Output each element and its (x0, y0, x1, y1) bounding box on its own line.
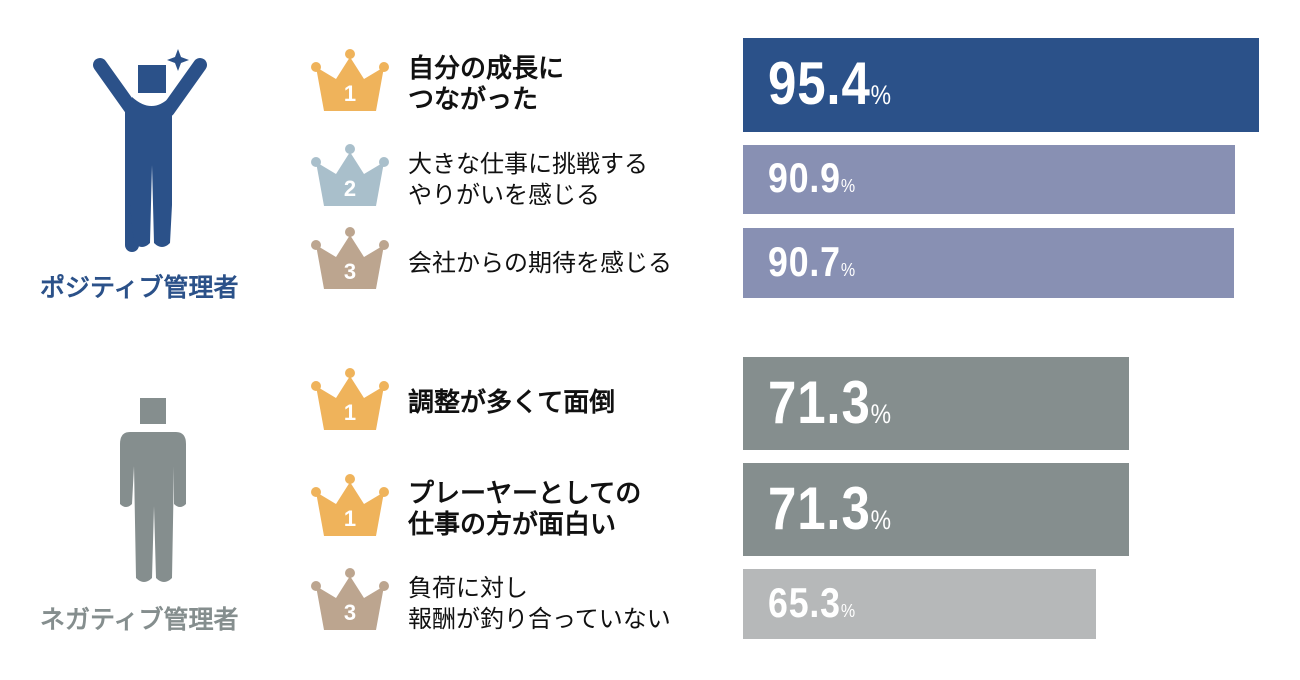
item-label: 負荷に対し 報酬が釣り合っていない (408, 574, 671, 633)
bar-value-label: 71.3% (768, 474, 892, 542)
bar: 71.3% (743, 357, 1129, 450)
item-label: 自分の成長に つながった (408, 54, 565, 115)
percent-sign: % (870, 504, 892, 535)
item-label: 調整が多くて面倒 (408, 388, 616, 418)
rank-number: 1 (344, 506, 356, 531)
bar-value-label: 90.9% (768, 154, 857, 202)
bar: 90.7% (743, 228, 1234, 298)
crown-rank-icon: 3 (311, 227, 389, 289)
group-label-positive: ポジティブ管理者 (40, 273, 239, 302)
percent-sign: % (870, 398, 892, 429)
bar-value-label: 95.4% (768, 50, 892, 117)
bar: 90.9% (743, 145, 1235, 214)
bar-value-label: 65.3% (768, 578, 857, 626)
rank-number: 3 (344, 600, 356, 625)
bar: 65.3% (743, 569, 1097, 639)
bar-value-label: 71.3% (768, 368, 892, 436)
percent-sign: % (870, 80, 892, 110)
rank-number: 1 (344, 81, 356, 106)
negative-manager-figure-icon (120, 398, 186, 582)
bar: 95.4% (743, 38, 1260, 132)
rank-number: 2 (344, 176, 356, 201)
crown-rank-icon: 1 (311, 473, 389, 536)
item-label: プレーヤーとしての 仕事の方が面白い (408, 478, 642, 540)
bar-value-label: 90.7% (768, 237, 857, 285)
crown-rank-icon: 2 (311, 143, 389, 206)
rank-number: 1 (344, 400, 356, 425)
group-label-negative: ネガティブ管理者 (40, 605, 239, 634)
rank-number: 3 (344, 259, 356, 284)
item-label: 会社からの期待を感じる (408, 248, 672, 277)
percent-sign: % (840, 600, 857, 622)
positive-manager-figure-icon (93, 49, 207, 252)
bar: 71.3% (743, 463, 1129, 556)
item-label: 大きな仕事に挑戦する やりがいを感じる (408, 149, 648, 209)
percent-sign: % (840, 259, 857, 281)
percent-sign: % (840, 176, 857, 198)
crown-rank-icon: 1 (311, 367, 389, 430)
crown-rank-icon: 1 (311, 49, 389, 111)
crown-rank-icon: 3 (311, 568, 389, 630)
